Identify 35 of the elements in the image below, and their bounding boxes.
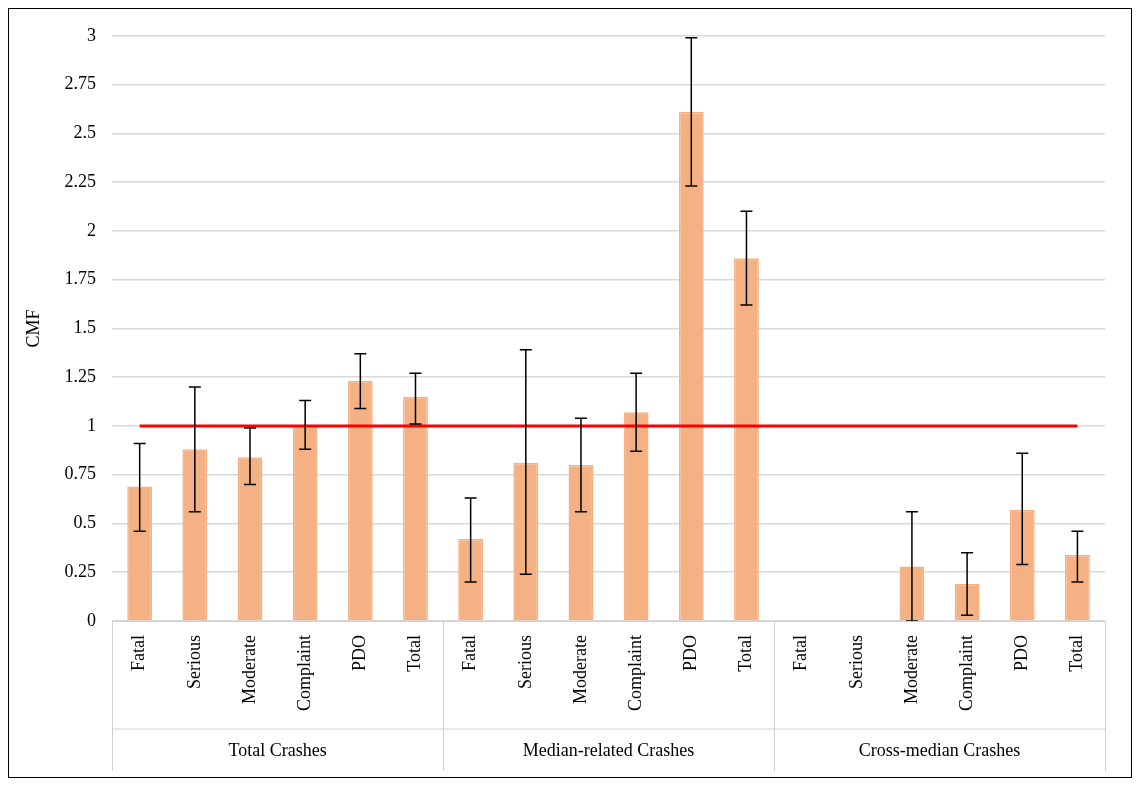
x-tick-label: PDO: [349, 635, 370, 672]
y-tick-label: 0.5: [73, 512, 97, 533]
x-tick-label: Total: [735, 635, 756, 672]
y-tick-label: 2: [87, 219, 97, 240]
x-tick-label: Complaint: [624, 635, 645, 711]
y-tick-label: 2.5: [73, 122, 97, 143]
x-tick-label: Complaint: [955, 635, 976, 711]
y-tick-label: 1.75: [64, 268, 97, 289]
x-tick-label: Serious: [514, 635, 535, 689]
x-tick-label: PDO: [1010, 635, 1031, 672]
x-tick-label: Total: [404, 635, 425, 672]
text: Median-related Crashes: [522, 739, 695, 760]
x-tick-label: Serious: [845, 635, 866, 689]
y-tick-label: 0: [87, 609, 97, 630]
y-tick-label: 0.25: [64, 560, 97, 581]
y-axis-title: CMF: [22, 309, 43, 348]
x-tick-label: Moderate: [900, 634, 921, 704]
x-tick-label: Moderate: [569, 634, 590, 704]
x-tick-label: Total: [1066, 635, 1087, 672]
y-tick-label: 2.75: [64, 73, 97, 94]
y-tick-label: 3: [87, 24, 97, 45]
y-tick-label: 1: [87, 414, 97, 435]
y-tick-label: 0.75: [64, 463, 97, 484]
x-tick-label: Serious: [183, 635, 204, 689]
text: Total Crashes: [228, 739, 327, 760]
x-tick-label: Fatal: [790, 635, 811, 671]
x-tick-label: Fatal: [128, 635, 149, 671]
y-tick-label: 1.25: [64, 365, 97, 386]
x-tick-label: PDO: [680, 635, 701, 672]
x-tick-label: Moderate: [238, 634, 259, 704]
text: Cross-median Crashes: [858, 739, 1021, 760]
x-tick-label: Complaint: [293, 635, 314, 711]
x-tick-label: Fatal: [459, 635, 480, 671]
y-tick-label: 2.25: [64, 170, 97, 191]
y-tick-label: 1.5: [73, 317, 97, 338]
